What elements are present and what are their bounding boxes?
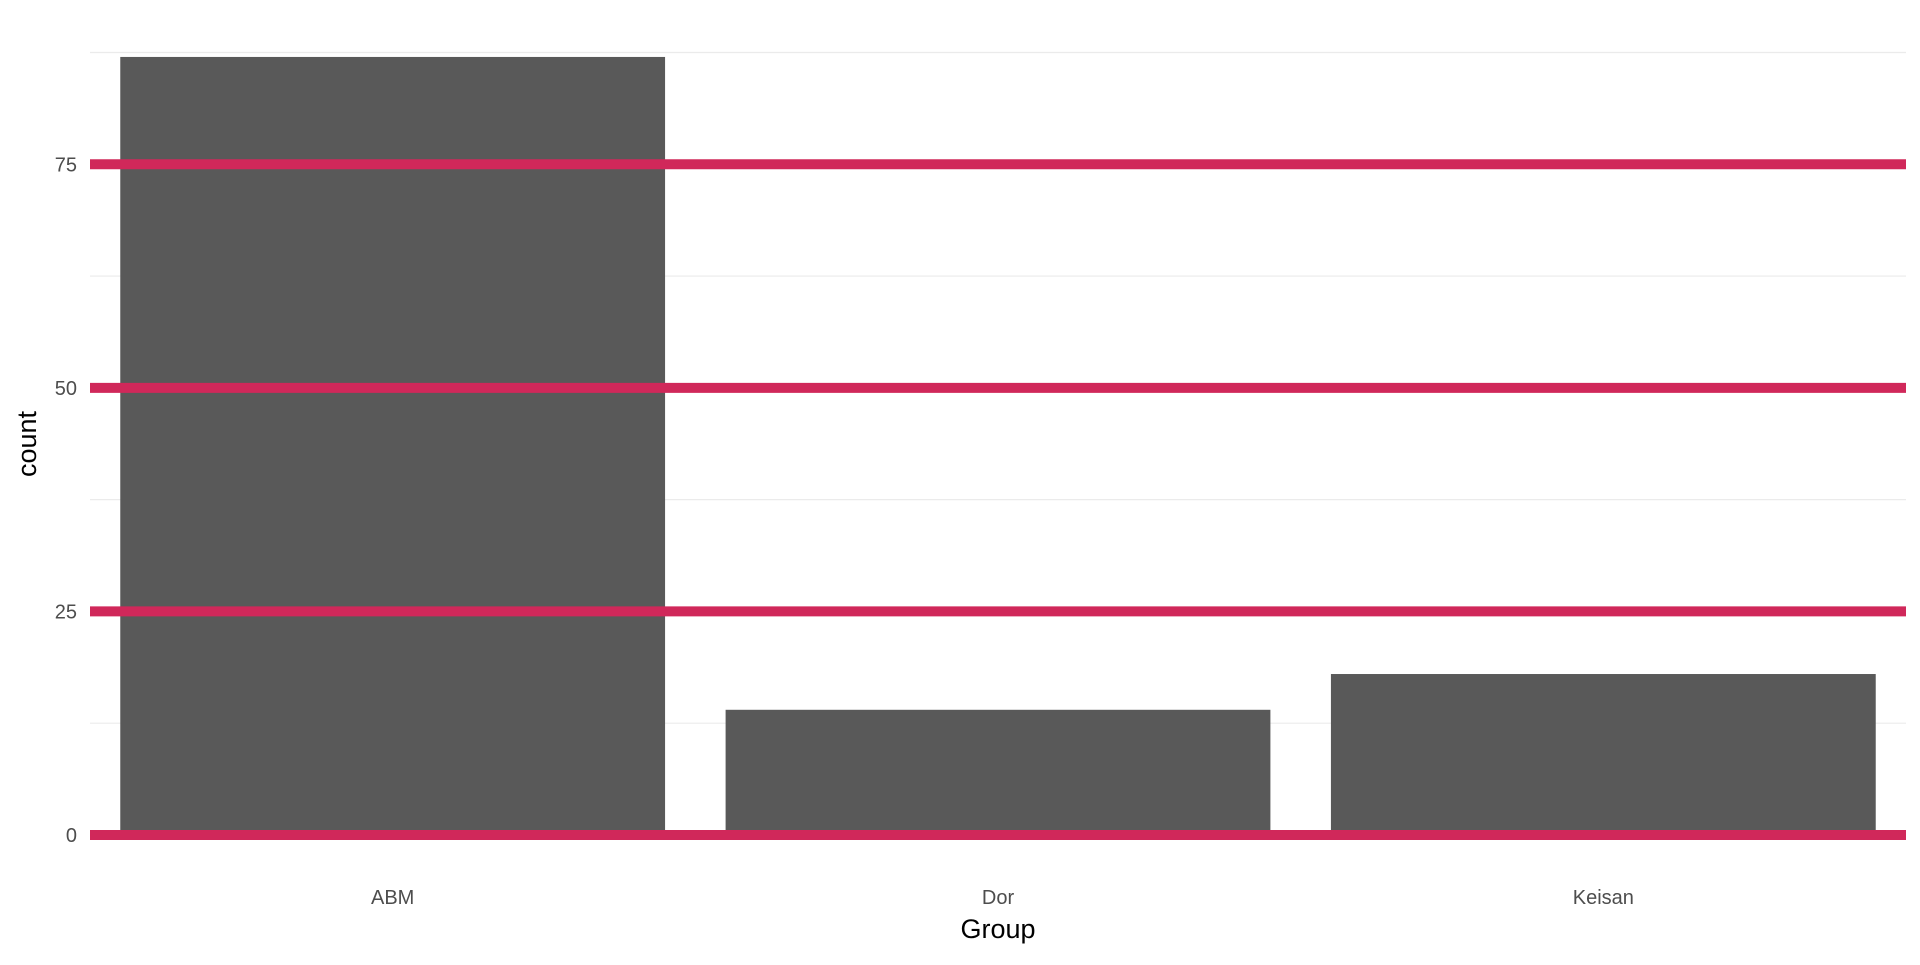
x-tick-label: Dor (982, 887, 1015, 909)
x-axis-ticks: ABM Dor Keisan (371, 887, 1634, 909)
bar-keisan (1330, 674, 1876, 835)
x-tick-label: ABM (371, 887, 414, 909)
bar-abm (120, 56, 666, 836)
x-axis-title: Group (960, 914, 1035, 944)
y-tick-label: 25 (55, 601, 77, 623)
y-tick-label: 0 (66, 825, 77, 847)
reference-line-layer (90, 159, 1906, 840)
bar-dor (725, 709, 1271, 835)
bar-layer (120, 56, 1876, 836)
y-tick-label: 75 (55, 154, 77, 176)
x-tick-label: Keisan (1573, 887, 1634, 909)
y-axis-ticks: 0 25 50 75 (55, 154, 77, 847)
y-tick-label: 50 (55, 378, 77, 400)
y-axis-title: count (12, 410, 42, 477)
